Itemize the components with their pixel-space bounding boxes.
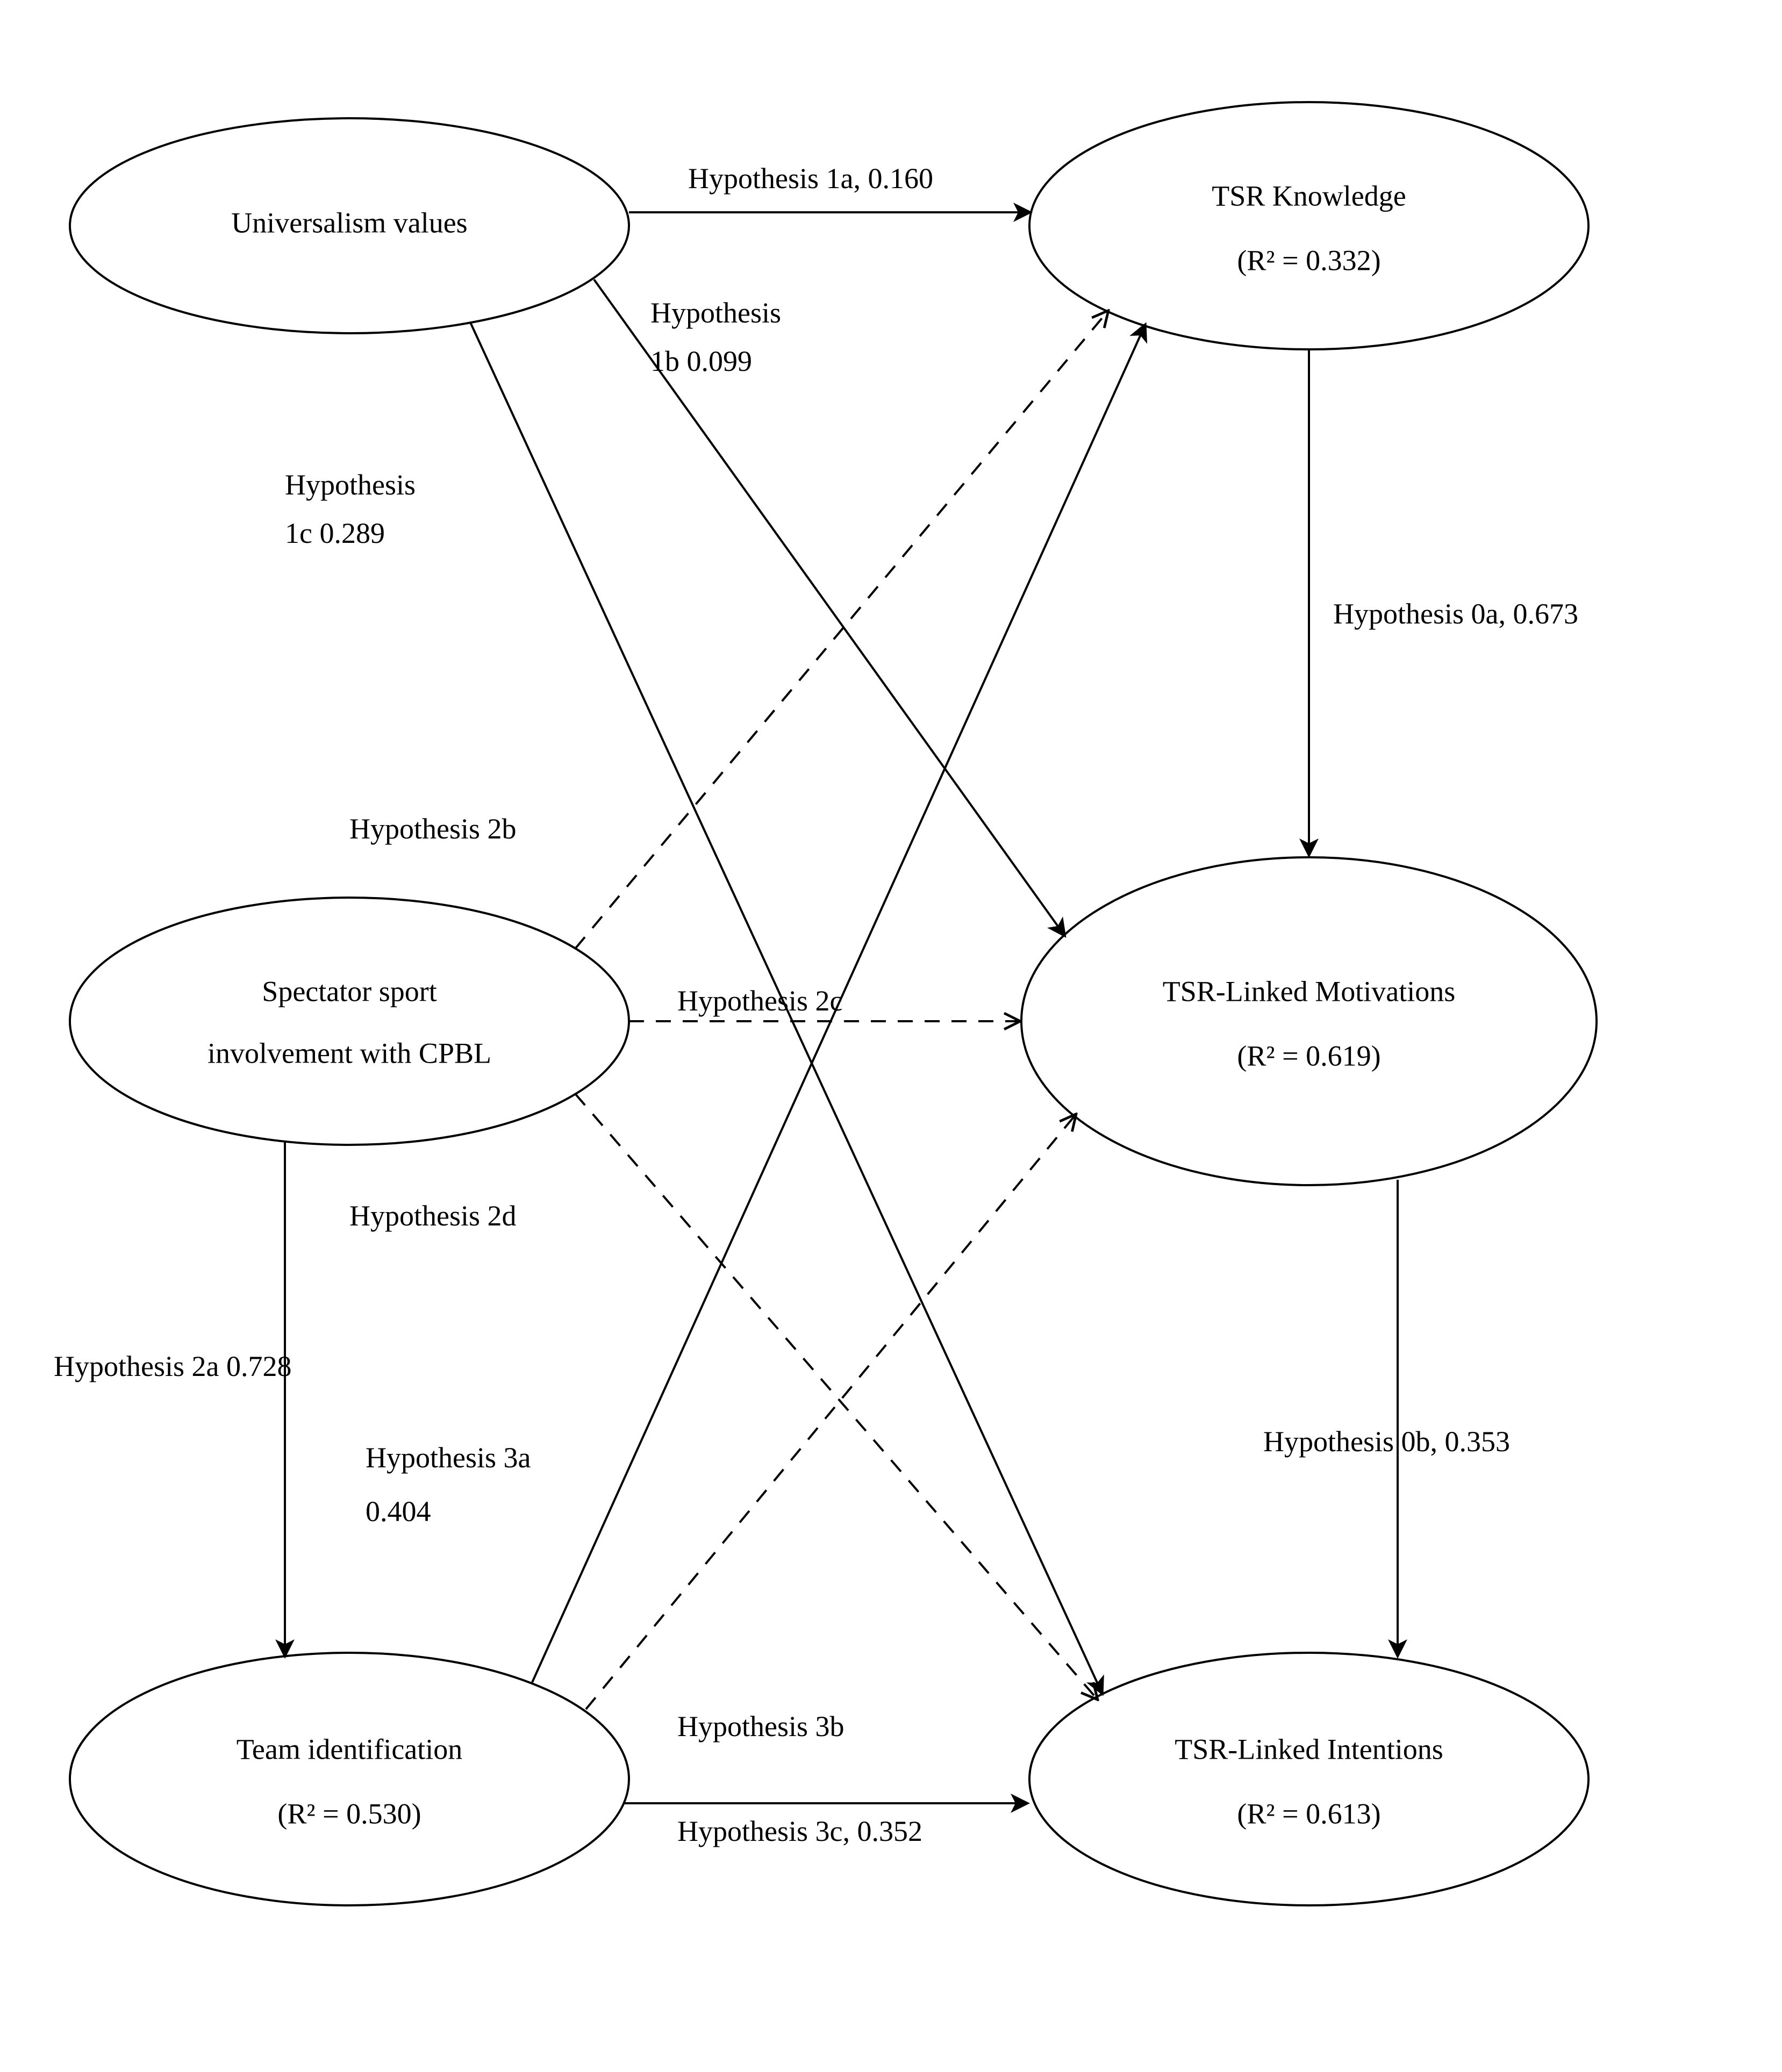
node-team-id-label: Team identification <box>237 1733 463 1765</box>
node-spectator <box>70 898 629 1145</box>
edge-h3b-label: Hypothesis 3b <box>677 1710 845 1743</box>
node-spectator-label-l1: Spectator sport <box>262 975 436 1007</box>
node-tsr-knowledge-label: TSR Knowledge <box>1212 180 1406 212</box>
edge-h1b-label-l2: 1b 0.099 <box>650 345 752 377</box>
node-spectator-label-l2: involvement with CPBL <box>207 1037 491 1069</box>
edge-h1c-label-l1: Hypothesis <box>285 469 416 501</box>
node-tsr-motivations <box>1021 857 1597 1185</box>
edge-h3a-label-l1: Hypothesis 3a <box>366 1442 531 1474</box>
node-tsr-intentions-r2: (R² = 0.613) <box>1237 1797 1380 1830</box>
edge-h2a-label: Hypothesis 2a 0.728 <box>54 1350 291 1382</box>
edge-h2c-label: Hypothesis 2c <box>677 985 842 1017</box>
node-tsr-knowledge <box>1029 102 1588 349</box>
edge-h1c-label-l2: 1c 0.289 <box>285 517 385 549</box>
edge-h2d-label: Hypothesis 2d <box>349 1200 517 1232</box>
node-universalism-label: Universalism values <box>231 206 467 239</box>
edge-h3a <box>532 325 1145 1682</box>
node-tsr-motivations-label: TSR-Linked Motivations <box>1163 975 1455 1007</box>
edge-h1a-label: Hypothesis 1a, 0.160 <box>688 162 933 195</box>
edge-h1b <box>594 279 1064 935</box>
edge-h0b-label: Hypothesis 0b, 0.353 <box>1263 1425 1510 1458</box>
node-tsr-knowledge-r2: (R² = 0.332) <box>1237 244 1380 276</box>
edge-h2b-label: Hypothesis 2b <box>349 813 517 845</box>
node-team-id-r2: (R² = 0.530) <box>277 1797 421 1830</box>
edge-h0a-label: Hypothesis 0a, 0.673 <box>1333 598 1578 630</box>
edge-h3c-label: Hypothesis 3c, 0.352 <box>677 1815 922 1847</box>
edge-h3b <box>586 1115 1075 1709</box>
node-tsr-intentions-label: TSR-Linked Intentions <box>1175 1733 1443 1765</box>
edge-h2b <box>575 312 1107 949</box>
edge-h1b-label-l1: Hypothesis <box>650 297 781 329</box>
edge-h3a-label-l2: 0.404 <box>366 1495 431 1528</box>
node-team-id <box>70 1653 629 1905</box>
node-tsr-motivations-r2: (R² = 0.619) <box>1237 1039 1380 1072</box>
node-tsr-intentions <box>1029 1653 1588 1905</box>
